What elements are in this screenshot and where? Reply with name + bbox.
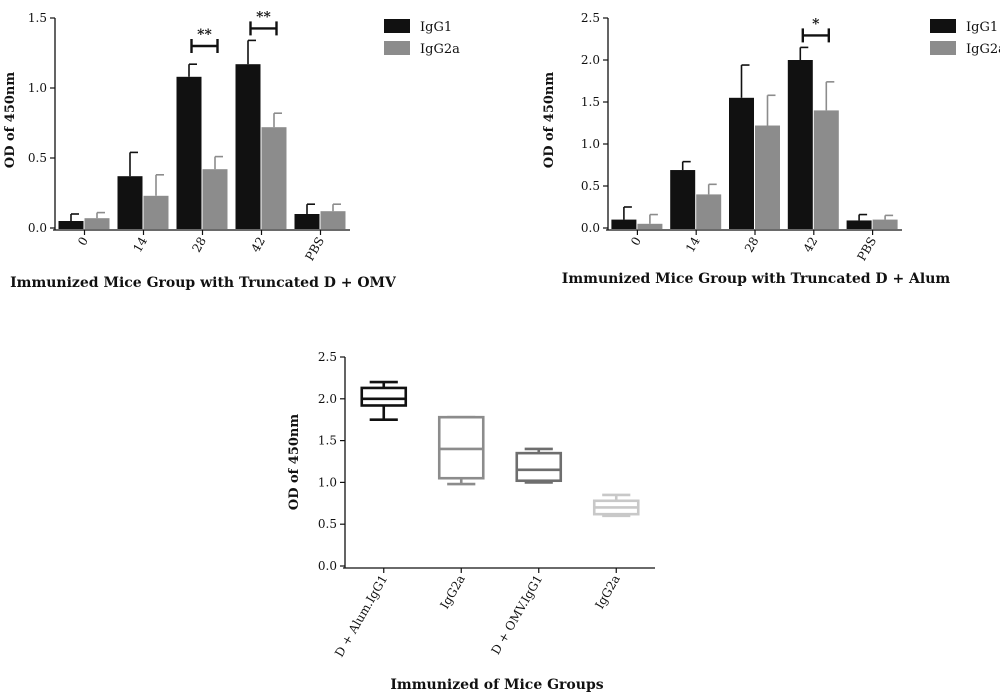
bar-igg2a-0 [84,218,110,229]
y-tick-label: 0.0 [581,221,600,235]
y-tick-label: 1.0 [318,475,337,489]
x-tick-label: IgG2a [592,573,623,612]
legend-swatch-igg2a [930,41,956,55]
x-tick-label: 28 [189,235,209,255]
x-tick-label: 0 [628,235,644,249]
y-tick-label: 2.0 [581,53,600,67]
y-tick-label: 0.5 [318,517,337,531]
significance-label: ** [197,27,212,43]
bar-igg2a-28 [755,125,780,229]
significance-label: * [812,16,820,32]
legend-label: IgG1 [420,20,452,35]
x-tick-label: D + OMV.IgG1 [488,573,545,657]
y-tick-label: 0.5 [28,151,47,165]
legend-swatch-igg2a [384,41,410,55]
bar-igg1-28 [729,97,754,229]
x-tick-label: 0 [75,235,91,249]
x-tick-label: D + Alum.IgG1 [332,573,390,660]
y-tick-label: 1.5 [318,434,337,448]
chart-omv: OD of 450nm Immunized Mice Group with Tr… [3,9,460,291]
y-tick-label: 1.0 [28,81,47,95]
legend-swatch-igg1 [384,19,410,33]
bar-igg2a-0 [637,223,663,229]
y-tick-label: 0.5 [581,179,600,193]
x-tick-label: 14 [130,234,150,255]
legend-label: IgG1 [966,20,998,35]
bar-igg2a-42 [813,110,839,229]
y-tick-label: 1.5 [28,11,47,25]
bar-igg1-42 [787,60,813,229]
x-tick-label: IgG2a [437,573,468,612]
bar-igg1-42 [235,64,261,229]
bar-igg2a-14 [143,195,169,229]
bar-igg1-14 [670,170,696,229]
y-tick-label: 1.5 [581,95,600,109]
legend-label: IgG2a [966,42,1000,57]
y-tick-label: 0.0 [28,221,47,235]
y-axis-label: OD of 450nm [287,414,302,511]
y-axis-label: OD of 450nm [3,72,18,169]
legend-label: IgG2a [420,42,460,57]
x-tick-label: 14 [683,234,703,255]
x-tick-label: PBS [855,235,880,264]
x-tick-label: 28 [742,235,762,255]
bar-igg1-14 [117,176,143,229]
chart-alum: OD of 450nm Immunized Mice Group with Tr… [542,11,1000,287]
y-tick-label: 1.0 [581,137,600,151]
bar-igg1-0 [611,219,637,229]
significance-label: ** [256,9,271,25]
bar-igg2a-PBS [872,219,898,229]
bar-igg2a-42 [261,127,287,229]
x-tick-label: PBS [302,235,327,264]
y-tick-label: 2.5 [581,11,600,25]
bar-igg1-PBS [294,214,320,229]
bar-igg1-0 [58,221,84,229]
y-tick-label: 2.5 [318,350,337,364]
y-tick-label: 2.0 [318,392,337,406]
box-body [515,451,563,483]
bar-igg2a-14 [696,194,722,229]
box-body [360,386,408,407]
x-axis-label: Immunized Mice Group with Truncated D + … [562,271,951,287]
bar-igg2a-PBS [320,211,346,229]
bar-igg1-28 [176,76,202,229]
y-axis-label: OD of 450nm [542,72,557,169]
legend-swatch-igg1 [930,19,956,33]
y-tick-label: 0.0 [318,559,337,573]
x-axis-label: Immunized Mice Group with Truncated D + … [10,275,397,291]
chart-box: OD of 450nm Immunized of Mice Groups 0.0… [287,350,655,693]
x-axis-label: Immunized of Mice Groups [390,677,603,693]
bar-igg1-PBS [846,220,872,229]
bar-igg2a-28 [202,169,228,229]
x-tick-label: 42 [801,235,821,255]
x-tick-label: 42 [248,235,268,255]
